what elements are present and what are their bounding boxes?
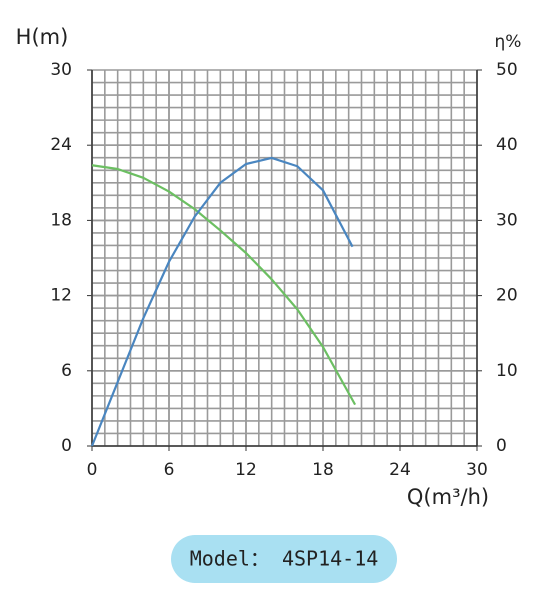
y-tick-label: 0 bbox=[61, 436, 72, 456]
y2-tick-label: 50 bbox=[496, 60, 518, 80]
y-tick-label: 18 bbox=[50, 210, 72, 230]
y2-axis-label: η% bbox=[495, 32, 522, 52]
x-tick-label: 0 bbox=[87, 460, 98, 480]
curve bbox=[90, 156, 354, 447]
x-tick-label: 30 bbox=[466, 460, 488, 480]
x-tick-label: 24 bbox=[389, 460, 411, 480]
y2-tick-label: 20 bbox=[496, 286, 518, 306]
y2-tick-label: 10 bbox=[496, 361, 518, 381]
y-tick-label: 6 bbox=[61, 361, 72, 381]
y2-tick-label: 40 bbox=[496, 135, 518, 155]
y-axis-label: H(m) bbox=[16, 25, 69, 49]
y-tick-label: 12 bbox=[50, 286, 72, 306]
y2-tick-label: 0 bbox=[496, 436, 507, 456]
x-tick-label: 6 bbox=[164, 460, 175, 480]
y-tick-label: 30 bbox=[50, 60, 72, 80]
x-tick-label: 18 bbox=[312, 460, 334, 480]
x-tick-label: 12 bbox=[235, 460, 257, 480]
x-axis-label: Q(m³/h) bbox=[407, 485, 489, 509]
curve bbox=[91, 164, 357, 406]
y-tick-label: 24 bbox=[50, 135, 72, 155]
y2-tick-label: 30 bbox=[496, 210, 518, 230]
model-label: Model： 4SP14-14 bbox=[190, 547, 379, 571]
model-badge bbox=[171, 535, 397, 583]
